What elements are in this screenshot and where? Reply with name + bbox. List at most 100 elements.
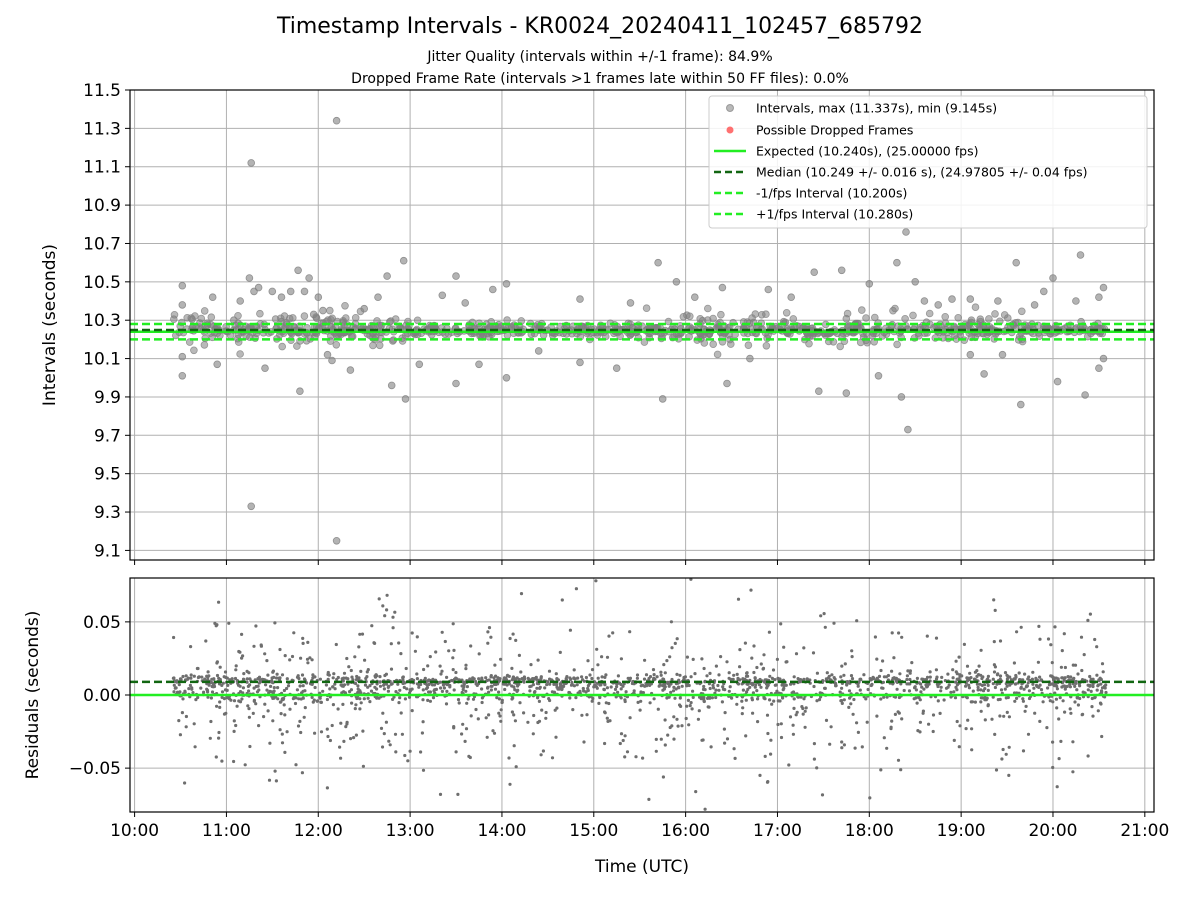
residual-point bbox=[969, 700, 973, 704]
residual-point bbox=[306, 640, 310, 645]
residual-point bbox=[252, 698, 256, 702]
interval-outlier-point bbox=[319, 306, 327, 315]
residual-point bbox=[705, 674, 709, 678]
residual-point bbox=[998, 674, 1003, 678]
residual-point bbox=[223, 688, 228, 692]
residual-point bbox=[671, 689, 676, 693]
residual-point bbox=[838, 690, 842, 694]
residual-point bbox=[189, 676, 193, 680]
residual-point bbox=[363, 683, 368, 687]
residual-point bbox=[673, 641, 677, 646]
residual-point bbox=[720, 700, 725, 704]
residual-point bbox=[655, 675, 659, 679]
residual-point bbox=[1038, 675, 1042, 679]
residual-point bbox=[759, 662, 763, 666]
residual-point bbox=[187, 687, 191, 691]
residual-point bbox=[1069, 711, 1073, 715]
residual-point bbox=[687, 723, 691, 727]
residual-point bbox=[248, 677, 252, 681]
residual-point bbox=[895, 687, 899, 691]
residual-point bbox=[510, 710, 514, 714]
residual-point bbox=[604, 673, 608, 677]
interval-outlier-point bbox=[1049, 274, 1057, 282]
residual-point bbox=[568, 696, 572, 700]
residual-point bbox=[271, 719, 275, 723]
residual-point bbox=[596, 676, 600, 680]
residual-point bbox=[234, 723, 238, 728]
residual-point bbox=[765, 713, 770, 717]
residual-point bbox=[445, 689, 449, 694]
residual-point bbox=[241, 686, 245, 690]
residual-point bbox=[570, 683, 575, 687]
residual-point bbox=[512, 713, 516, 717]
residual-point bbox=[995, 682, 999, 686]
residual-point bbox=[701, 687, 706, 692]
residual-point bbox=[1063, 676, 1067, 680]
residual-point bbox=[464, 689, 468, 693]
residual-point bbox=[894, 676, 899, 681]
residual-point bbox=[311, 676, 315, 680]
residual-point bbox=[391, 615, 395, 619]
residual-point bbox=[796, 695, 801, 699]
residual-point bbox=[537, 719, 542, 723]
residual-point bbox=[270, 676, 274, 680]
residual-point bbox=[299, 730, 303, 735]
residual-point bbox=[233, 676, 238, 681]
residual-point bbox=[407, 695, 412, 699]
residual-point bbox=[236, 683, 241, 687]
residual-point bbox=[214, 624, 218, 628]
residual-point bbox=[625, 750, 630, 754]
residual-point bbox=[1012, 677, 1016, 681]
residual-point bbox=[1059, 665, 1063, 669]
residual-point bbox=[517, 653, 522, 658]
residual-point bbox=[410, 709, 414, 713]
residual-point bbox=[766, 780, 770, 784]
residual-point bbox=[358, 707, 362, 711]
residual-point bbox=[518, 701, 522, 705]
residual-point bbox=[1095, 688, 1099, 692]
residual-point bbox=[421, 698, 425, 702]
residual-point bbox=[792, 675, 796, 679]
residual-point bbox=[691, 657, 695, 662]
residual-point bbox=[952, 738, 956, 743]
residual-point bbox=[363, 658, 367, 662]
residual-point bbox=[361, 764, 365, 768]
residual-point bbox=[533, 690, 537, 694]
residual-point bbox=[976, 673, 981, 677]
residual-point bbox=[514, 638, 518, 643]
residual-point bbox=[781, 682, 785, 687]
interval-point bbox=[369, 341, 377, 350]
residual-point bbox=[991, 677, 995, 681]
residual-point bbox=[555, 677, 559, 681]
residual-point bbox=[862, 673, 866, 677]
residual-point bbox=[215, 704, 219, 708]
residual-point bbox=[1046, 637, 1051, 641]
residual-point bbox=[210, 677, 214, 681]
residual-point bbox=[714, 664, 719, 668]
residual-point bbox=[1093, 637, 1097, 642]
residual-point bbox=[719, 655, 723, 659]
residual-point bbox=[541, 749, 546, 753]
residual-point bbox=[251, 711, 255, 716]
residual-point bbox=[319, 730, 324, 734]
residual-point bbox=[333, 687, 337, 691]
residual-point bbox=[993, 732, 997, 737]
residual-point bbox=[794, 652, 799, 656]
residual-point bbox=[970, 727, 974, 731]
interval-point bbox=[762, 341, 771, 350]
residual-point bbox=[278, 728, 282, 732]
residual-point bbox=[685, 704, 689, 708]
residual-point bbox=[247, 715, 251, 719]
residual-point bbox=[689, 675, 693, 679]
interval-point bbox=[170, 310, 179, 319]
residual-point bbox=[540, 708, 544, 712]
interval-point bbox=[328, 314, 337, 323]
residual-point bbox=[532, 713, 536, 718]
residual-point bbox=[382, 732, 386, 736]
residual-point bbox=[750, 656, 754, 660]
x-axis-label: Time (UTC) bbox=[594, 857, 689, 877]
residual-point bbox=[1048, 699, 1052, 703]
interval-outlier-point bbox=[277, 293, 286, 302]
residual-point bbox=[499, 657, 503, 661]
legend-dropped-marker bbox=[726, 126, 734, 134]
